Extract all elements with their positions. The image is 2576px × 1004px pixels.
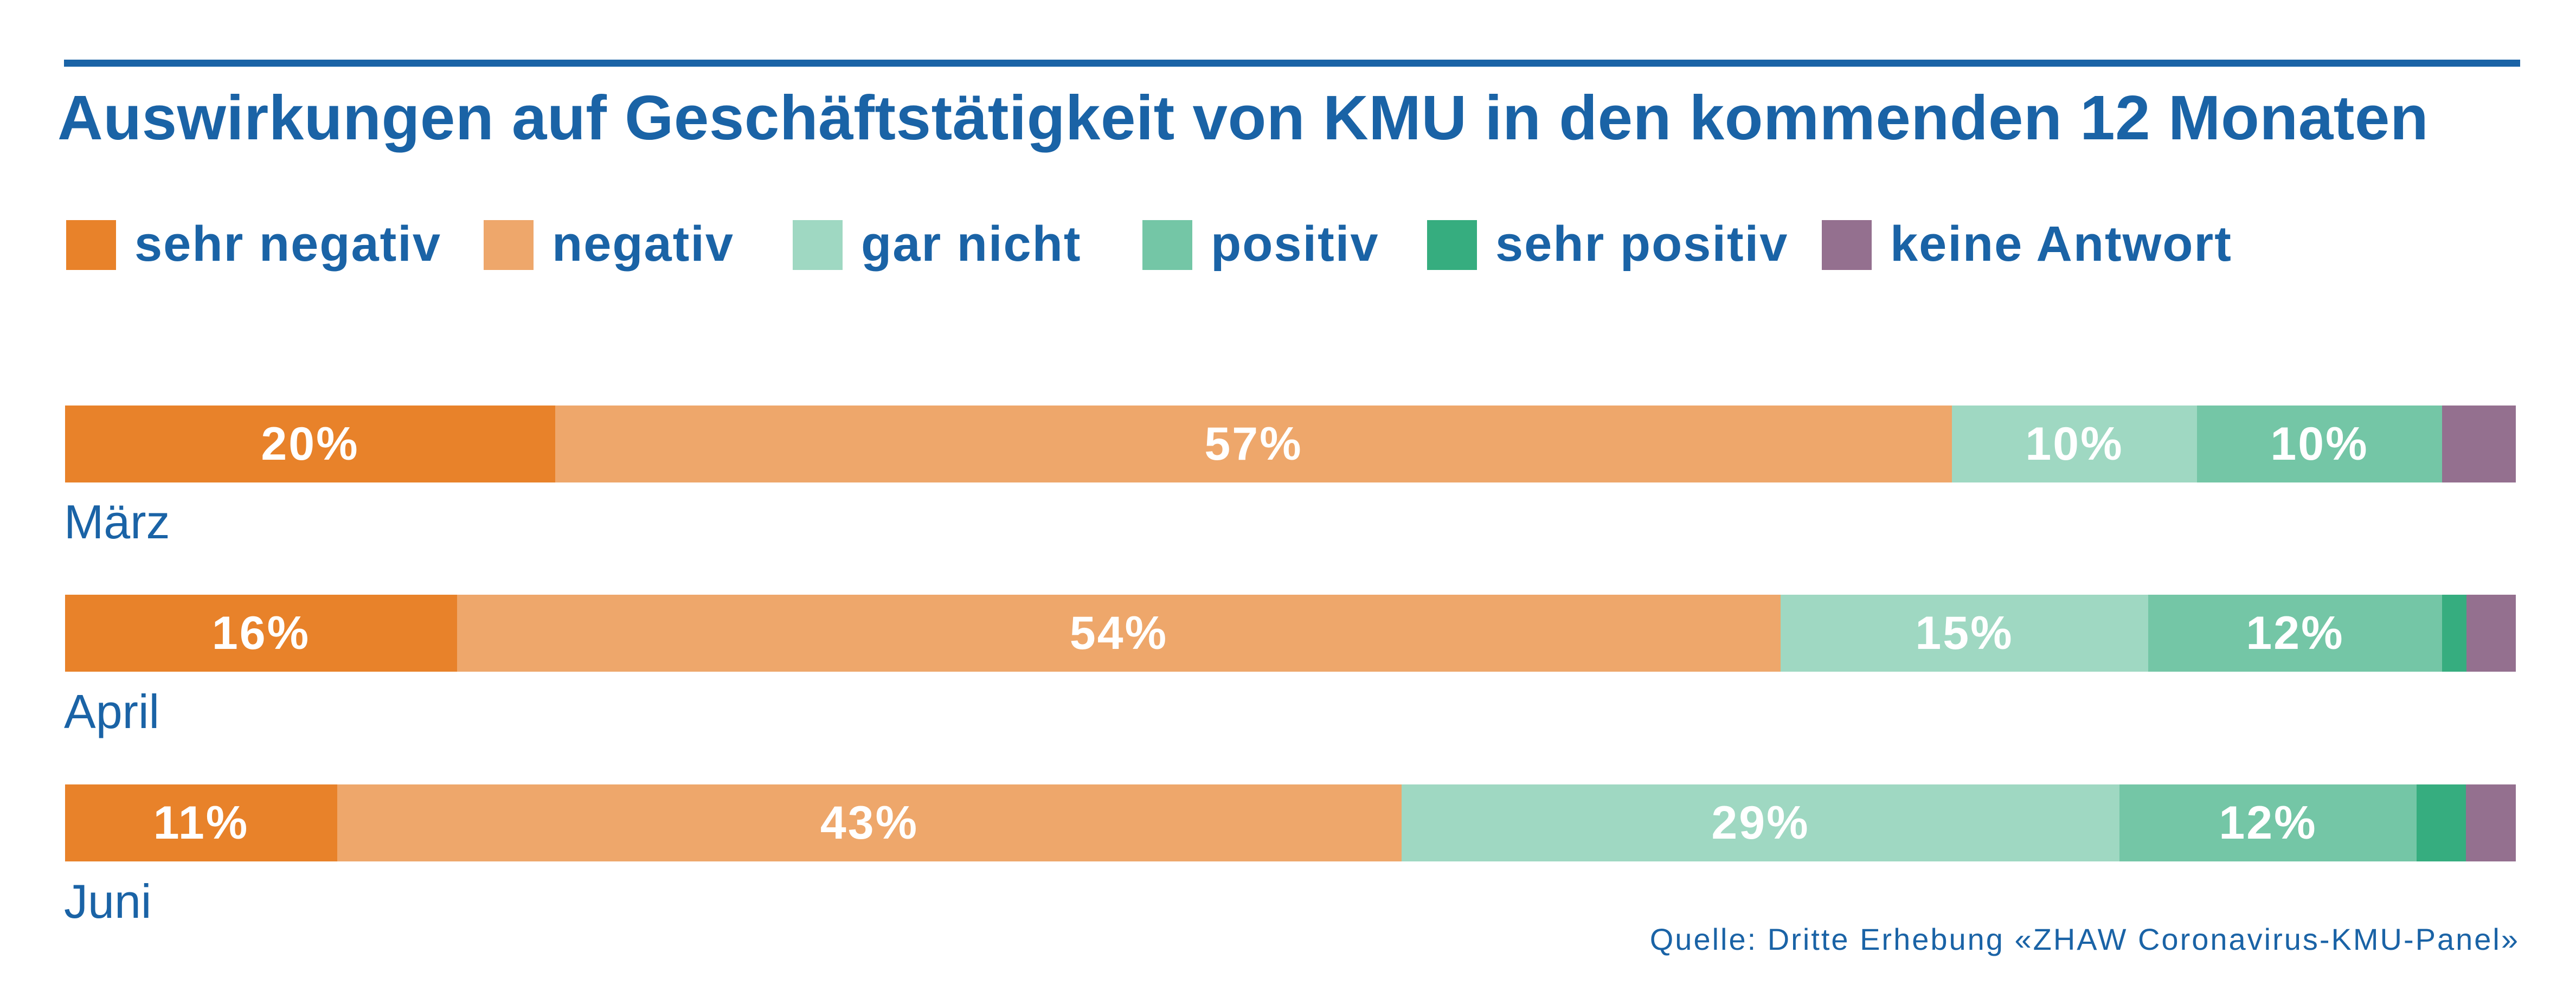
bar-segment: 54% xyxy=(457,595,1781,672)
data-label: 20% xyxy=(261,417,359,470)
legend-label: keine Antwort xyxy=(1890,216,2232,272)
bar-segment: 10% xyxy=(1952,406,2197,482)
legend-swatch xyxy=(484,220,534,270)
bar-segment: 11% xyxy=(65,784,337,861)
data-label: 12% xyxy=(2219,796,2317,849)
bar-segment: 15% xyxy=(1781,595,2148,672)
chart-title: Auswirkungen auf Geschäftstätigkeit von … xyxy=(57,82,2429,153)
data-label: 10% xyxy=(2270,417,2369,470)
data-label: 54% xyxy=(1069,607,1168,659)
legend-swatch xyxy=(1427,220,1477,270)
title-rule xyxy=(64,60,2520,67)
data-label: 16% xyxy=(211,607,311,659)
data-label: 12% xyxy=(2246,607,2344,659)
bar-segment: 43% xyxy=(337,784,1402,861)
bar-segment: 12% xyxy=(2119,784,2417,861)
bar-segment xyxy=(2417,784,2466,861)
source-note: Quelle: Dritte Erhebung «ZHAW Coronaviru… xyxy=(1649,922,2520,956)
legend-label: sehr negativ xyxy=(134,216,441,272)
bar-segment: 10% xyxy=(2197,406,2442,482)
category-label: April xyxy=(64,685,160,738)
stacked-bar-1: 16% 54% 15% 12% xyxy=(65,595,2516,672)
data-label: 43% xyxy=(820,796,919,849)
data-label: 29% xyxy=(1711,796,1810,849)
bar-segment: 20% xyxy=(65,406,555,482)
bar-segment: 12% xyxy=(2148,595,2442,672)
category-label: März xyxy=(64,495,170,549)
stacked-bar-2: 11% 43% 29% 12% xyxy=(65,784,2516,861)
bar-segment: 29% xyxy=(1402,784,2119,861)
data-label: 11% xyxy=(153,796,249,849)
bar-segment xyxy=(2466,784,2516,861)
legend-label: gar nicht xyxy=(861,216,1082,272)
bar-segment xyxy=(2466,595,2516,672)
category-label: Juni xyxy=(64,874,152,928)
legend-label: negativ xyxy=(552,216,735,272)
legend-swatch xyxy=(793,220,843,270)
legend-label: sehr positiv xyxy=(1495,216,1789,272)
bar-segment xyxy=(2442,595,2466,672)
data-label: 10% xyxy=(2025,417,2124,470)
bar-segment: 57% xyxy=(555,406,1952,482)
data-label: 57% xyxy=(1204,417,1303,470)
data-label: 15% xyxy=(1915,607,2014,659)
legend-label: positiv xyxy=(1211,216,1379,272)
legend-swatch xyxy=(1822,220,1872,270)
legend-swatch xyxy=(1142,220,1192,270)
stacked-bar-0: 20% 57% 10% 10% xyxy=(65,406,2516,482)
bar-segment: 16% xyxy=(65,595,457,672)
legend-swatch xyxy=(66,220,116,270)
bar-segment xyxy=(2442,406,2516,482)
